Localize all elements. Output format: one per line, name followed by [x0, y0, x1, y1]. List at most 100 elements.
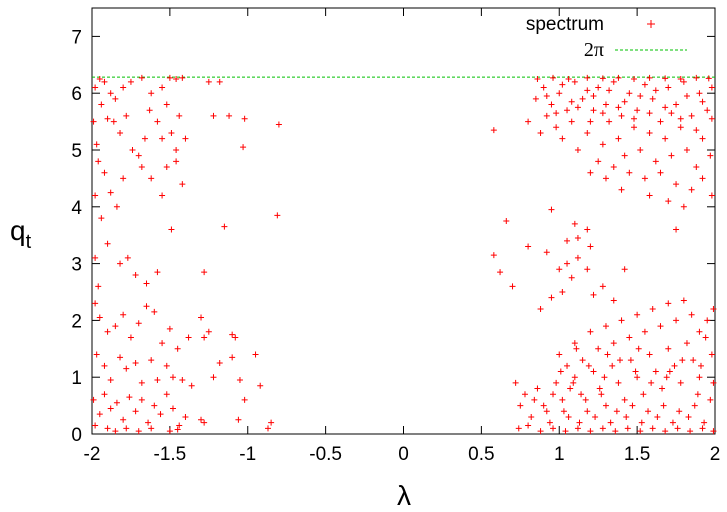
spectrum-point — [229, 331, 236, 338]
spectrum-point — [568, 274, 575, 281]
spectrum-point — [571, 78, 578, 85]
spectrum-point — [649, 95, 656, 102]
spectrum-point — [708, 115, 715, 122]
spectrum-point — [560, 408, 567, 415]
spectrum-point — [159, 135, 166, 142]
spectrum-point — [509, 283, 516, 290]
spectrum-point — [590, 291, 597, 298]
spectrum-point — [574, 235, 581, 242]
spectrum-point — [595, 345, 602, 352]
spectrum-point — [646, 110, 653, 117]
spectrum-point — [648, 379, 655, 386]
spectrum-point — [652, 158, 659, 165]
spectrum-point — [634, 374, 641, 381]
spectrum-point — [101, 78, 108, 85]
spectrum-point — [179, 181, 186, 188]
spectrum-point — [92, 422, 99, 429]
spectrum-point — [599, 425, 606, 432]
spectrum-point — [582, 396, 589, 403]
spectrum-point — [132, 408, 139, 415]
spectrum-point — [663, 374, 670, 381]
spectrum-point — [627, 357, 634, 364]
spectrum-point — [699, 425, 706, 432]
legend-label-spectrum: spectrum — [526, 14, 604, 35]
spectrum-point — [641, 81, 648, 88]
spectrum-point — [135, 428, 142, 435]
spectrum-point — [590, 107, 597, 114]
x-tick-label: 1 — [554, 444, 565, 465]
spectrum-point — [657, 118, 664, 125]
spectrum-point — [687, 428, 694, 435]
spectrum-point — [127, 78, 134, 85]
spectrum-point — [151, 402, 158, 409]
spectrum-point — [90, 118, 97, 125]
y-tick-label: 6 — [71, 84, 82, 105]
spectrum-point — [610, 78, 617, 85]
spectrum-point — [159, 192, 166, 199]
spectrum-point — [163, 391, 170, 398]
y-tick-label: 3 — [71, 255, 82, 276]
spectrum-point — [680, 203, 687, 210]
spectrum-point — [568, 118, 575, 125]
spectrum-point — [117, 129, 124, 136]
spectrum-point — [607, 419, 614, 426]
spectrum-point — [550, 425, 557, 432]
spectrum-point — [101, 391, 108, 398]
spectrum-point — [609, 362, 616, 369]
spectrum-point — [182, 135, 189, 142]
spectrum-point — [637, 147, 644, 153]
spectrum-point — [553, 124, 560, 131]
spectrum-point — [268, 419, 275, 426]
spectrum-point — [528, 413, 535, 420]
spectrum-point — [621, 266, 628, 273]
spectrum-point — [587, 243, 594, 250]
spectrum-point — [503, 218, 510, 224]
spectrum-point — [135, 320, 142, 327]
spectrum-point — [699, 135, 706, 142]
spectrum-point — [540, 402, 547, 409]
spectrum-point — [587, 118, 594, 125]
spectrum-point — [707, 152, 714, 159]
spectrum-point — [201, 269, 208, 276]
spectrum-point — [641, 175, 648, 182]
spectrum-point — [135, 152, 142, 159]
spectrum-point — [676, 408, 683, 415]
spectrum-point — [671, 362, 678, 369]
spectrum-point — [657, 323, 664, 330]
spectrum-point — [138, 396, 145, 403]
spectrum-point — [599, 141, 606, 148]
spectrum-point — [618, 186, 625, 193]
spectrum-point — [201, 419, 208, 426]
spectrum-point — [574, 147, 581, 153]
spectrum-point — [602, 175, 609, 182]
spectrum-point — [660, 402, 667, 409]
spectrum-point — [104, 425, 111, 432]
spectrum-point — [525, 243, 532, 250]
spectrum-point — [677, 76, 684, 82]
spectrum-point — [92, 84, 99, 91]
spectrum-point — [205, 78, 212, 85]
spectrum-point — [612, 428, 619, 435]
spectrum-point — [710, 428, 717, 435]
spectrum-point — [673, 181, 680, 188]
spectrum-point — [595, 158, 602, 165]
spectrum-point — [615, 74, 622, 81]
spectrum-point — [157, 411, 164, 418]
spectrum-point — [154, 118, 161, 125]
spectrum-point — [123, 425, 130, 432]
spectrum-point — [646, 192, 653, 199]
spectrum-point — [93, 351, 100, 358]
spectrum-point — [631, 76, 638, 82]
x-tick-label: 0 — [398, 444, 409, 465]
spectrum-point — [235, 416, 242, 423]
spectrum-point — [618, 112, 625, 119]
spectrum-point — [537, 306, 544, 313]
spectrum-point — [101, 362, 108, 369]
spectrum-point — [708, 192, 715, 199]
spectrum-point — [688, 112, 695, 119]
spectrum-point — [548, 294, 555, 301]
spectrum-point — [104, 115, 111, 122]
spectrum-point — [132, 271, 139, 278]
spectrum-point — [521, 391, 528, 398]
